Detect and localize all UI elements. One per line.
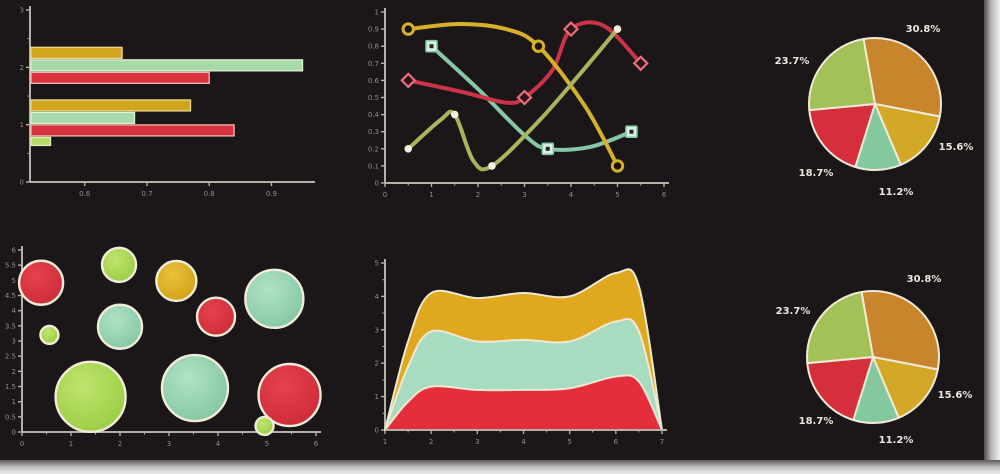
svg-text:4: 4 bbox=[569, 191, 574, 199]
svg-text:0: 0 bbox=[20, 179, 24, 187]
svg-text:23.7%: 23.7% bbox=[776, 306, 811, 317]
svg-text:5.5: 5.5 bbox=[5, 262, 16, 270]
svg-text:4: 4 bbox=[375, 293, 380, 301]
svg-text:0.9: 0.9 bbox=[266, 190, 277, 198]
pie-chart-bottom: 30.8% 15.6% 11.2% 18.7% 23.7% bbox=[776, 274, 973, 446]
page-edge-shadow-right bbox=[984, 0, 1000, 474]
svg-text:18.7%: 18.7% bbox=[799, 168, 834, 179]
svg-text:1.5: 1.5 bbox=[5, 383, 16, 391]
svg-text:1: 1 bbox=[375, 9, 379, 17]
pie-chart-top: 30.8% 15.6% 11.2% 18.7% 23.7% bbox=[775, 24, 974, 198]
svg-text:0: 0 bbox=[20, 440, 24, 448]
svg-text:3: 3 bbox=[167, 440, 171, 448]
svg-text:1: 1 bbox=[383, 438, 387, 446]
svg-text:0.5: 0.5 bbox=[5, 413, 16, 421]
svg-text:2: 2 bbox=[375, 360, 379, 368]
svg-text:0.9: 0.9 bbox=[368, 26, 379, 34]
svg-text:2: 2 bbox=[20, 64, 24, 72]
svg-text:0.6: 0.6 bbox=[368, 77, 380, 85]
svg-text:3: 3 bbox=[12, 338, 16, 346]
svg-text:2: 2 bbox=[476, 191, 480, 199]
svg-text:3: 3 bbox=[522, 191, 526, 199]
svg-text:11.2%: 11.2% bbox=[879, 187, 914, 198]
svg-text:1: 1 bbox=[20, 121, 24, 129]
spline-line-chart: 0 1 2 3 4 5 6 1 0.9 0.8 0.7 0.6 0.5 0.4 0.3 0.2 0.1 0 bbox=[368, 8, 669, 199]
svg-text:0: 0 bbox=[375, 180, 379, 188]
svg-text:3: 3 bbox=[475, 438, 479, 446]
svg-text:0.2: 0.2 bbox=[368, 145, 379, 153]
svg-text:5: 5 bbox=[567, 438, 571, 446]
svg-text:0.6: 0.6 bbox=[79, 190, 91, 198]
svg-text:3: 3 bbox=[20, 7, 24, 15]
svg-text:2: 2 bbox=[118, 440, 122, 448]
svg-text:0.8: 0.8 bbox=[204, 190, 215, 198]
svg-text:0.7: 0.7 bbox=[368, 60, 379, 68]
svg-text:30.8%: 30.8% bbox=[906, 24, 941, 35]
svg-text:4: 4 bbox=[12, 307, 17, 315]
svg-text:6: 6 bbox=[12, 247, 17, 255]
svg-text:18.7%: 18.7% bbox=[799, 416, 834, 427]
svg-text:0.3: 0.3 bbox=[368, 128, 379, 136]
svg-text:2: 2 bbox=[429, 438, 433, 446]
svg-text:4.5: 4.5 bbox=[5, 292, 16, 300]
svg-text:1: 1 bbox=[429, 191, 433, 199]
svg-text:4: 4 bbox=[216, 440, 221, 448]
svg-text:2.5: 2.5 bbox=[5, 353, 16, 361]
svg-text:11.2%: 11.2% bbox=[879, 435, 914, 446]
bubble-chart: 0 1 2 3 4 5 6 6 5.5 5 4.5 4 3.5 3 2.5 2 1.5 1 0.5 0 bbox=[5, 246, 322, 448]
svg-text:1: 1 bbox=[12, 398, 16, 406]
svg-text:0.4: 0.4 bbox=[368, 111, 380, 119]
svg-text:3: 3 bbox=[375, 326, 379, 334]
svg-text:0: 0 bbox=[375, 427, 379, 435]
svg-text:23.7%: 23.7% bbox=[775, 56, 810, 67]
horizontal-bar-chart: 0.6 0.7 0.8 0.9 3 2 1 0 bbox=[20, 6, 315, 198]
svg-text:6: 6 bbox=[662, 191, 667, 199]
svg-text:5: 5 bbox=[12, 277, 16, 285]
svg-text:6: 6 bbox=[614, 438, 619, 446]
svg-text:5: 5 bbox=[615, 191, 619, 199]
svg-text:5: 5 bbox=[265, 440, 269, 448]
svg-text:0.1: 0.1 bbox=[368, 162, 379, 170]
svg-text:0.8: 0.8 bbox=[368, 43, 379, 51]
svg-text:7: 7 bbox=[660, 438, 664, 446]
page-edge-shadow-bottom bbox=[0, 460, 1000, 474]
svg-text:0.5: 0.5 bbox=[368, 94, 379, 102]
svg-text:0: 0 bbox=[383, 191, 387, 199]
dashboard-panel: 0.6 0.7 0.8 0.9 3 2 1 0 0 1 2 3 4 5 6 1 0.9 0.8 0.7 0.6 0.5… bbox=[0, 0, 984, 460]
svg-text:5: 5 bbox=[375, 260, 379, 268]
svg-text:2: 2 bbox=[12, 368, 16, 376]
svg-text:0.7: 0.7 bbox=[141, 190, 152, 198]
svg-text:30.8%: 30.8% bbox=[907, 274, 942, 285]
svg-text:6: 6 bbox=[314, 440, 319, 448]
svg-text:15.6%: 15.6% bbox=[938, 390, 973, 401]
svg-text:4: 4 bbox=[521, 438, 526, 446]
svg-text:15.6%: 15.6% bbox=[939, 142, 974, 153]
svg-text:3.5: 3.5 bbox=[5, 322, 16, 330]
svg-text:0: 0 bbox=[12, 429, 16, 437]
svg-text:1: 1 bbox=[375, 393, 379, 401]
svg-text:1: 1 bbox=[69, 440, 73, 448]
